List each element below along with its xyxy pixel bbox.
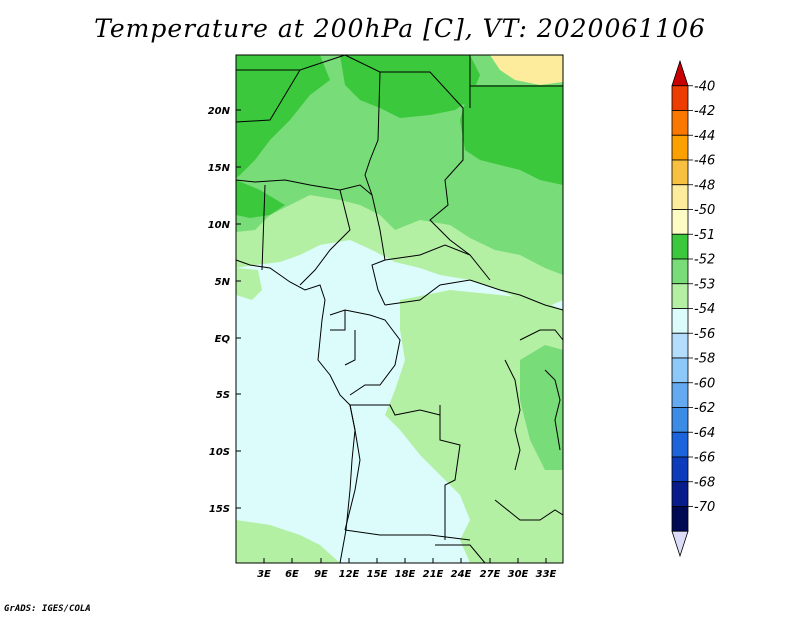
- pale-yellow-region: [490, 55, 563, 85]
- colorbar-swatch: [671, 283, 689, 309]
- colorbar-swatch: [671, 184, 689, 210]
- lon-label-30e: 30E: [508, 569, 529, 580]
- lon-label-12e: 12E: [339, 569, 360, 580]
- lon-label-27e: 27E: [480, 569, 501, 580]
- colorbar-swatch: [671, 357, 689, 384]
- pale-green-sw: [236, 520, 340, 563]
- colorbar-swatch: [671, 332, 689, 359]
- lon-label-15e: 15E: [367, 569, 388, 580]
- lon-label-33e: 33E: [536, 569, 557, 580]
- colorbar-bottom-triangle: [671, 530, 689, 558]
- colorbar-label: -42: [694, 104, 715, 119]
- colorbar-label: -51: [694, 228, 715, 243]
- lat-label-10s: 10S: [209, 447, 230, 458]
- chart-title: Temperature at 200hPa [C], VT: 202006110…: [94, 14, 706, 43]
- colorbar-swatch: [671, 382, 689, 408]
- colorbar-swatch: [671, 481, 689, 507]
- dark-green-east: [460, 85, 563, 185]
- colorbar-label: -48: [694, 178, 715, 193]
- lat-label-20n: 20N: [208, 106, 231, 117]
- colorbar-label: -56: [694, 327, 715, 342]
- pale-green-south: [385, 290, 563, 563]
- colorbar-label: -54: [694, 302, 715, 317]
- colorbar-label: -40: [694, 79, 715, 94]
- lat-label-eq: EQ: [215, 334, 231, 345]
- colorbar-swatch: [671, 258, 689, 285]
- coastline: [235, 259, 356, 564]
- colorbar-label: -44: [694, 129, 715, 144]
- colorbar-label: -58: [694, 352, 715, 367]
- grads-credit: GrADS: IGES/COLA: [4, 604, 91, 614]
- lat-label-15n: 15N: [208, 163, 231, 174]
- colorbar-label: -52: [694, 253, 715, 268]
- lat-label-15s: 15S: [209, 504, 230, 515]
- colorbar-swatch: [671, 85, 689, 111]
- map-frame: [235, 54, 564, 564]
- colorbar-label: -62: [694, 401, 715, 416]
- colorbar-labels: -40 -42 -44 -46 -48 -50 -51 -52 -53 -54 -56 -58 -60 -…: [688, 79, 715, 515]
- colorbar-top-triangle: [671, 59, 689, 87]
- lat-label-10n: 10N: [208, 220, 231, 231]
- colorbar-label: -53: [694, 277, 715, 292]
- colorbar-swatch: [671, 233, 689, 260]
- colorbar-label: -64: [694, 426, 715, 441]
- country-borders: [235, 54, 564, 564]
- colorbar-swatch: [671, 506, 689, 532]
- colorbar-label: -60: [694, 376, 715, 391]
- colorbar-swatch: [671, 431, 689, 458]
- colorbar-swatch: [671, 456, 689, 483]
- lon-label-6e: 6E: [285, 569, 299, 580]
- colorbar-swatch: [671, 110, 689, 136]
- lat-axis: 20N 15N 10N 5N EQ 5S 10S 15S: [208, 106, 241, 515]
- lon-label-3e: 3E: [257, 569, 271, 580]
- colorbar-swatch: [671, 209, 689, 235]
- colorbar-swatch: [671, 308, 689, 334]
- lon-axis: 3E 6E 9E 12E 15E 18E 21E 24E 27E 30E 33E: [257, 558, 557, 580]
- dark-green-region: [236, 55, 330, 178]
- lon-label-9e: 9E: [314, 569, 328, 580]
- colorbar-label: -66: [694, 451, 715, 466]
- dark-green-west: [236, 180, 285, 218]
- lon-label-24e: 24E: [451, 569, 472, 580]
- lat-label-5s: 5S: [216, 390, 230, 401]
- colorbar-swatch: [671, 159, 689, 186]
- map-area: [235, 54, 564, 564]
- colorbar-swatch: [671, 134, 689, 161]
- lon-label-21e: 21E: [423, 569, 444, 580]
- colorbar-label: -70: [694, 500, 715, 515]
- colorbar-label: -50: [694, 203, 715, 218]
- colorbar: [671, 59, 689, 558]
- colorbar-label: -68: [694, 475, 715, 490]
- pale-green-w: [236, 268, 262, 300]
- lon-label-18e: 18E: [395, 569, 416, 580]
- colorbar-label: -46: [694, 154, 715, 169]
- mid-green-south: [520, 345, 563, 470]
- lat-label-5n: 5N: [215, 277, 231, 288]
- dark-green-north: [340, 55, 480, 118]
- colorbar-swatch: [671, 407, 689, 433]
